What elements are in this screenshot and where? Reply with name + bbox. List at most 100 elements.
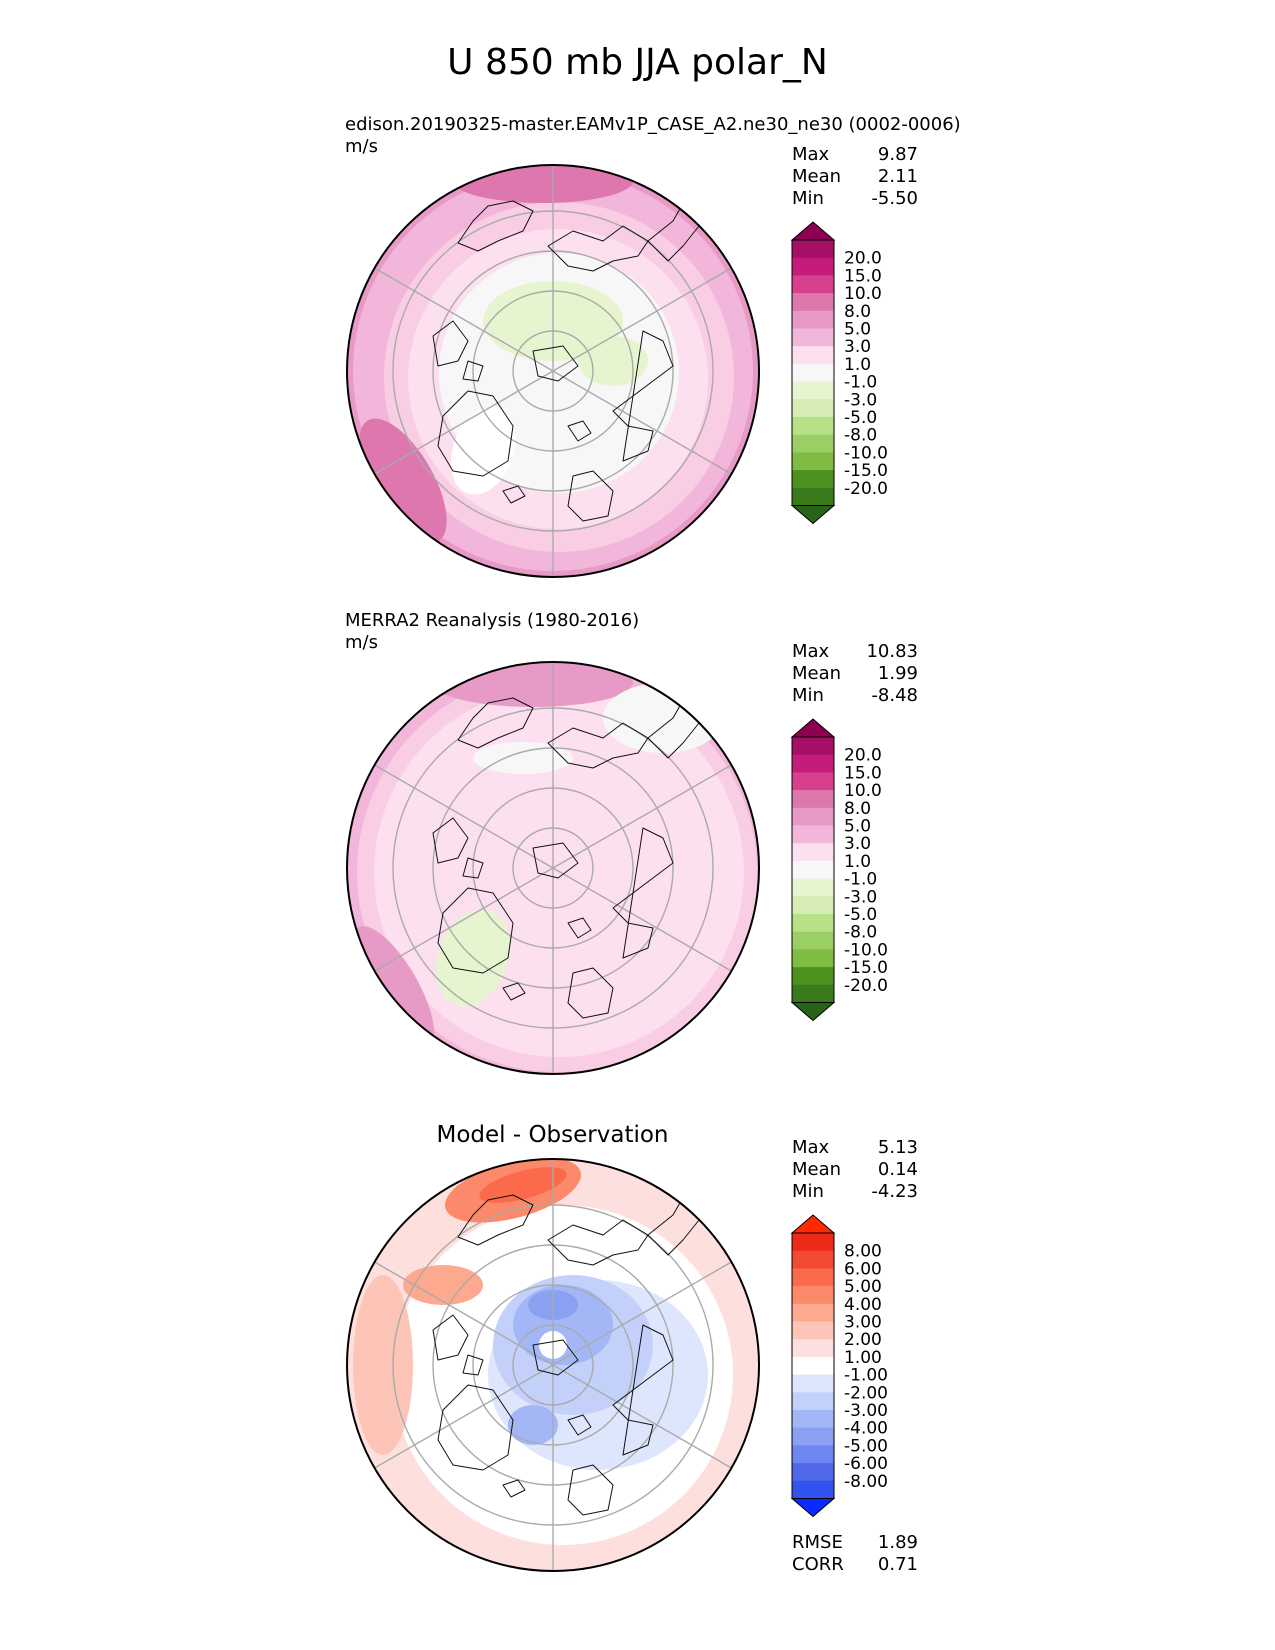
colorbar-2-segment-6 [792,825,834,844]
map-1-meridian-2 [552,267,732,372]
panel-3-corr-value: 0.71 [877,1554,918,1575]
colorbar-1-tick-label-5: 5.0 [844,320,871,340]
panel-3-max-value: 5.13 [877,1137,918,1158]
colorbar-1-tick-label-7: 1.0 [844,355,871,375]
colorbar-3-segment-6 [792,1321,834,1340]
colorbar-2: 20.015.010.08.05.03.01.0-1.0-3.0-5.0-8.0… [790,718,888,1022]
colorbar-3-tick-label-5: 3.00 [844,1313,882,1333]
map-3-anomaly-4 [403,1265,483,1305]
colorbar-3-tick-label-1: 8.00 [844,1242,882,1262]
panel-1-min-value: -5.50 [871,188,918,209]
map-3-meridian-2 [552,1261,732,1366]
colorbar-3-tick-label-3: 5.00 [844,1277,882,1297]
map-2-coastline-5 [532,842,579,879]
colorbar-3-segment-7 [792,1339,834,1358]
map-2-anomaly-5 [473,742,573,774]
map-3-coastline-10 [432,1314,469,1361]
map-1-coastline-9 [502,485,526,504]
colorbar-3-segment-13 [792,1445,834,1464]
colorbar-1-segment-6 [792,328,834,347]
colorbar-2-segment-8 [792,860,834,880]
colorbar-3-frame [791,1232,835,1499]
panel-2-min-label: Min [792,685,824,706]
colorbar-1-segment-10 [792,399,834,418]
map-2-coastline-6 [567,917,592,939]
colorbar-2-segment-3 [792,772,834,791]
map-3-anomaly-10 [508,1405,558,1445]
colorbar-3-tick-label-2: 6.00 [844,1259,882,1279]
colorbar-2-tick-label-5: 5.0 [844,817,871,837]
colorbar-2-segment-14 [792,967,834,986]
map-2-coastline-11 [462,857,484,879]
colorbar-1-frame [791,239,835,506]
colorbar-2-tick-label-14: -20.0 [844,976,888,996]
colorbar-2-segment-12 [792,931,834,950]
map-3 [347,1159,759,1571]
map-3-coastline-8 [437,1384,514,1471]
panel-2-mean-value: 1.99 [877,663,918,684]
map-1-boundary [346,164,760,578]
map-2-coastline-9 [502,982,526,1001]
colorbar-2-tick-label-6: 3.0 [844,834,871,854]
map-3-anomaly-3 [353,1275,413,1455]
colorbar-2-tick-label-2: 15.0 [844,763,882,783]
colorbar-2-tick-label-10: -5.0 [844,905,877,925]
colorbar-2-segment-9 [792,878,834,897]
colorbar-2-tick-label-11: -8.0 [844,923,877,943]
colorbar-1-tick-label-11: -8.0 [844,426,877,446]
colorbar-1-tick-label-10: -5.0 [844,408,877,428]
panel-1-units: m/s [345,136,378,157]
panel-3-max-label: Max [792,1137,830,1158]
panel-1-max-label: Max [792,144,830,165]
map-2-coastline-4 [612,827,674,959]
panel-2-max-label: Max [792,641,830,662]
colorbar-1-tick-label-9: -3.0 [844,390,877,410]
colorbar-3-segment-8 [792,1356,834,1376]
colorbar-3-segment-2 [792,1250,834,1269]
colorbar-1-segment-2 [792,257,834,276]
colorbar-1-tick-label-4: 8.0 [844,302,871,322]
colorbar-2-tick-label-1: 20.0 [844,746,882,766]
colorbar-2-tick-label-13: -15.0 [844,958,888,978]
panel-3-title: Model - Observation [436,1122,669,1148]
colorbar-1-tick-label-12: -10.0 [844,443,888,463]
colorbar-2-segment-5 [792,807,834,826]
colorbar-1-segment-4 [792,293,834,312]
colorbar-2-tick-label-12: -10.0 [844,940,888,960]
colorbar-1-segment-1 [792,240,834,259]
map-2-meridian-5 [374,867,554,972]
panel-3-rmse-label: RMSE [792,1532,843,1553]
map-2 [347,662,759,1074]
colorbar-2-segment-1 [792,737,834,756]
panel-2-min-value: -8.48 [871,685,918,706]
map-2-boundary [346,661,760,1075]
colorbar-1-tick-label-2: 15.0 [844,266,882,286]
colorbar-3-tick-label-14: -8.00 [844,1472,888,1492]
colorbar-3-segment-5 [792,1303,834,1322]
map-3-coastline-4 [612,1324,674,1456]
map-1-meridian-6 [374,267,554,372]
map-1-coastline-6 [567,420,592,442]
colorbar-2-tick-label-8: -1.0 [844,870,877,890]
colorbar-1-segment-11 [792,417,834,436]
map-2-meridian-6 [374,764,554,869]
colorbar-3-segment-10 [792,1392,834,1411]
panel-1-title: edison.20190325-master.EAMv1P_CASE_A2.ne… [345,114,961,135]
colorbar-2-tick-label-9: -3.0 [844,887,877,907]
colorbar-2-segment-11 [792,914,834,933]
colorbar-1-tick-label-8: -1.0 [844,373,877,393]
map-3-coastline-2 [547,1219,649,1266]
map-3-anomaly-2 [479,1167,567,1203]
colorbar-1-min-extend [790,505,836,525]
map-1-coastline-4 [612,330,674,462]
colorbar-3-min-extend [790,1498,836,1518]
panel-2-title: MERRA2 Reanalysis (1980-2016) [345,610,640,631]
panel-3-mean-value: 0.14 [877,1159,918,1180]
colorbar-2-tick-label-7: 1.0 [844,852,871,872]
map-1-coastline-10 [432,320,469,367]
colorbar-1-segment-7 [792,346,834,365]
colorbar-1-max-extend [790,221,836,241]
colorbar-3-segment-4 [792,1286,834,1305]
colorbar-3-segment-15 [792,1480,834,1499]
